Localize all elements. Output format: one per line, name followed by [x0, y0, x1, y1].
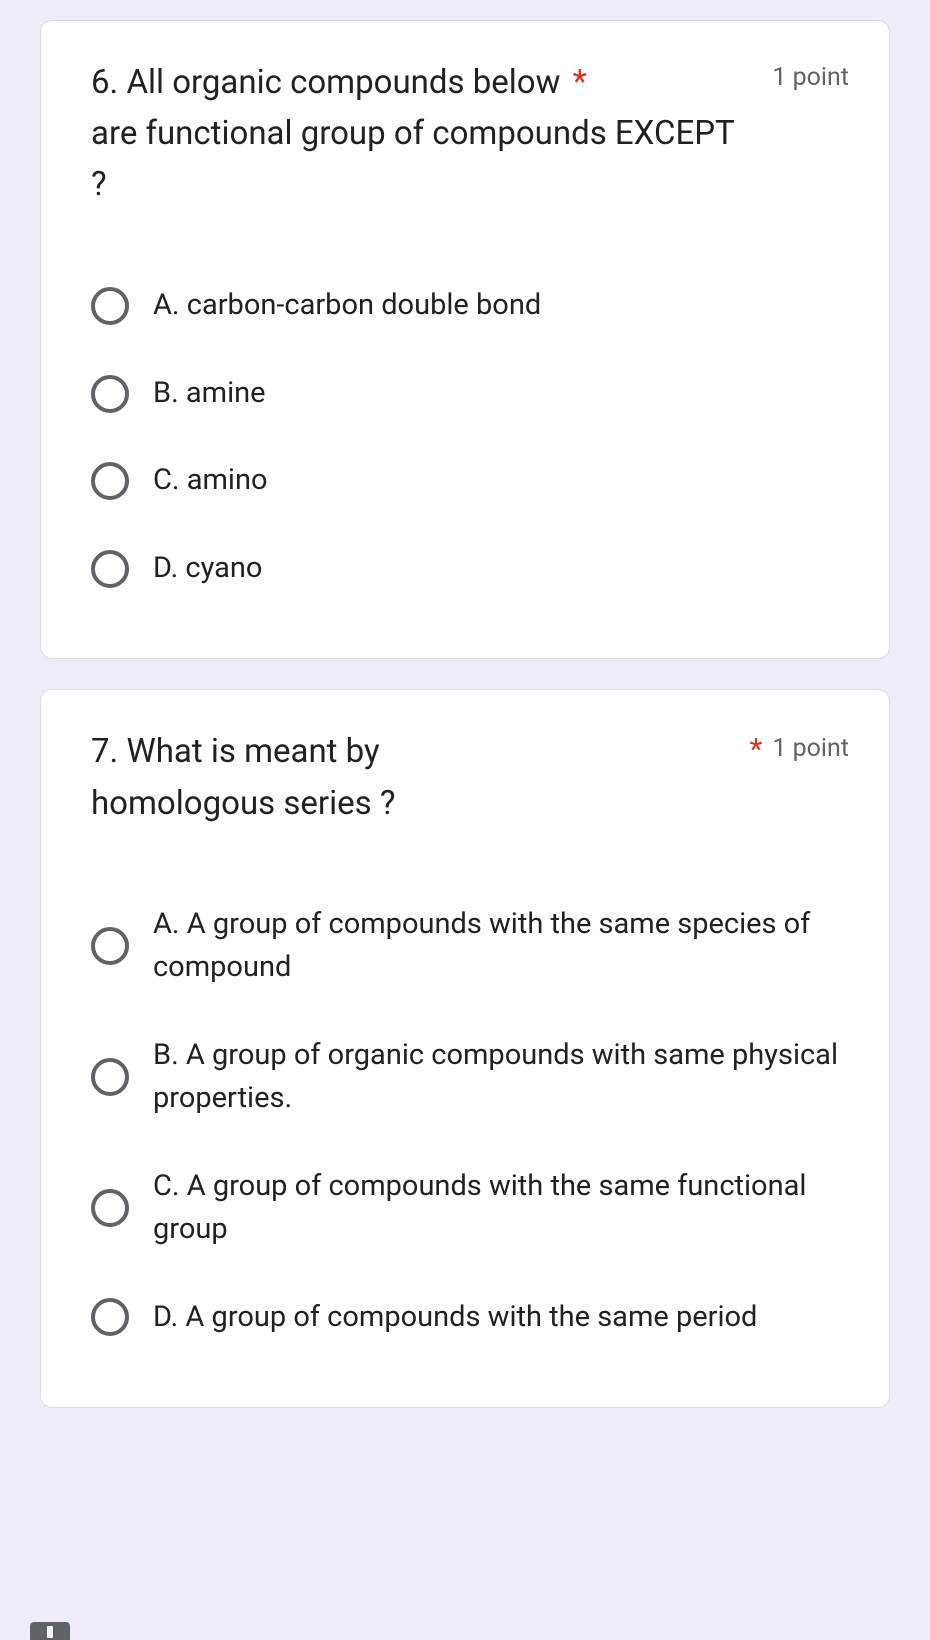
question-card: 7. What is meant by homologous series ? …: [40, 689, 890, 1408]
option-label: B. amine: [153, 372, 266, 416]
radio-icon[interactable]: [91, 287, 129, 325]
radio-icon[interactable]: [91, 550, 129, 588]
page-handle-icon[interactable]: [30, 1622, 70, 1640]
option-label: A. A group of compounds with the same sp…: [153, 903, 849, 990]
question-text-line2: homologous series ?: [91, 778, 725, 829]
question-text-prefix: All organic compounds below: [126, 63, 560, 102]
option-label: C. A group of compounds with the same fu…: [153, 1165, 849, 1252]
question-title-wrap: 7. What is meant by homologous series ?: [91, 726, 725, 828]
option-label: C. amino: [153, 459, 268, 503]
options-group: A. carbon-carbon double bond B. amine C.…: [91, 262, 849, 612]
options-group: A. A group of compounds with the same sp…: [91, 881, 849, 1362]
option-row[interactable]: A. carbon-carbon double bond: [91, 262, 849, 350]
option-row[interactable]: D. A group of compounds with the same pe…: [91, 1274, 849, 1362]
points-wrap: * 1 point: [745, 726, 849, 767]
points-label: 1 point: [772, 57, 849, 92]
option-row[interactable]: B. A group of organic compounds with sam…: [91, 1012, 849, 1143]
required-star-icon: *: [573, 63, 587, 102]
option-row[interactable]: A. A group of compounds with the same sp…: [91, 881, 849, 1012]
question-card: 6. All organic compounds below * are fun…: [40, 20, 890, 659]
question-title: 7. What is meant by: [91, 726, 725, 777]
question-header: 6. All organic compounds below * are fun…: [91, 57, 849, 210]
radio-icon[interactable]: [91, 462, 129, 500]
handle-inner: [47, 1626, 53, 1638]
question-number: 6.: [91, 63, 118, 102]
radio-icon[interactable]: [91, 1298, 129, 1336]
radio-icon[interactable]: [91, 1189, 129, 1227]
points-label: 1 point: [772, 732, 849, 763]
option-label: A. carbon-carbon double bond: [153, 284, 541, 328]
option-label: B. A group of organic compounds with sam…: [153, 1034, 849, 1121]
question-number: 7.: [91, 732, 118, 771]
option-row[interactable]: D. cyano: [91, 525, 849, 613]
question-title-wrap: 6. All organic compounds below * are fun…: [91, 57, 752, 210]
radio-icon[interactable]: [91, 375, 129, 413]
question-header: 7. What is meant by homologous series ? …: [91, 726, 849, 828]
option-row[interactable]: C. A group of compounds with the same fu…: [91, 1143, 849, 1274]
question-text-line1: What is meant by: [126, 732, 379, 771]
option-row[interactable]: C. amino: [91, 437, 849, 525]
radio-icon[interactable]: [91, 1058, 129, 1096]
radio-icon[interactable]: [91, 927, 129, 965]
question-text-rest: are functional group of compounds EXCEPT…: [91, 108, 752, 210]
required-star-icon: *: [749, 732, 762, 767]
option-label: D. cyano: [153, 547, 262, 591]
option-row[interactable]: B. amine: [91, 350, 849, 438]
question-title: 6. All organic compounds below *: [91, 63, 587, 102]
option-label: D. A group of compounds with the same pe…: [153, 1296, 757, 1340]
